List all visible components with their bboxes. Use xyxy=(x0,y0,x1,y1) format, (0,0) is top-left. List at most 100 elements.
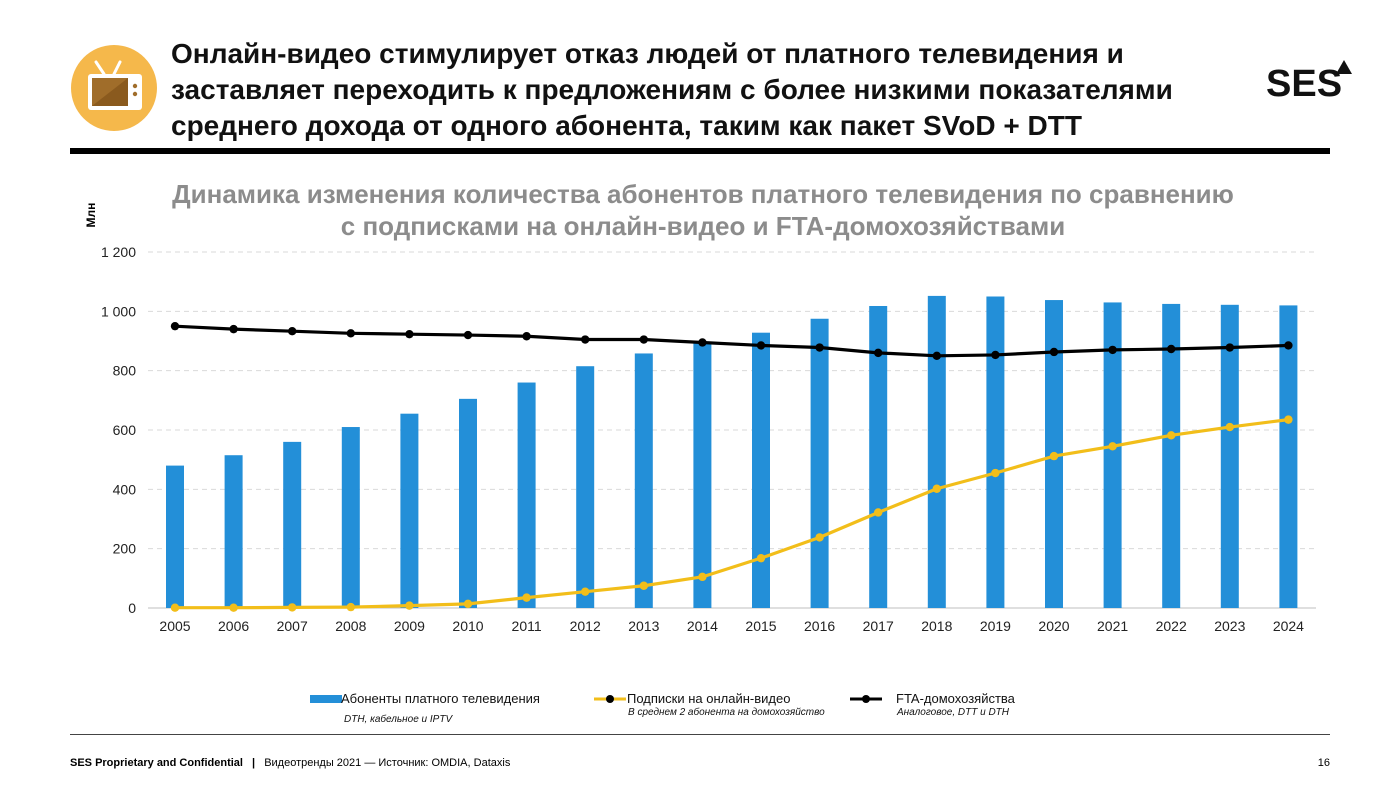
online-video-point xyxy=(463,599,473,609)
footer: SES Proprietary and Confidential | Видео… xyxy=(70,757,510,769)
fta-point xyxy=(991,350,1000,360)
x-tick-label: 2011 xyxy=(512,618,542,634)
bar xyxy=(341,427,360,608)
bar xyxy=(1162,303,1181,608)
footer-divider xyxy=(70,734,1330,735)
y-tick-label: 1 200 xyxy=(101,244,136,260)
bar xyxy=(752,332,770,608)
page-title-line-3: среднего дохода от одного абонента, таки… xyxy=(171,110,1082,141)
x-tick-label: 2005 xyxy=(159,618,190,634)
fta-point xyxy=(1284,341,1293,350)
x-tick-label: 2017 xyxy=(863,618,894,634)
fta-point xyxy=(874,348,883,358)
page-number: 16 xyxy=(1317,757,1330,769)
y-tick-label: 1 000 xyxy=(101,303,136,319)
online-video-point xyxy=(815,533,824,542)
bar xyxy=(224,455,243,608)
x-tick-label: 2020 xyxy=(1038,618,1069,634)
tv-icon xyxy=(71,45,157,131)
online-video-point xyxy=(229,603,238,612)
legend-line-swatch-yellow xyxy=(594,695,626,703)
bar xyxy=(166,465,184,608)
legend-label-pay-tv: Абоненты платного телевидения xyxy=(341,691,540,706)
fta-point xyxy=(405,329,414,339)
bar xyxy=(927,295,946,608)
bar xyxy=(1220,304,1239,608)
online-video-point xyxy=(991,468,1000,478)
bar xyxy=(283,441,302,608)
online-video-point xyxy=(1049,451,1059,461)
bar xyxy=(869,305,888,608)
fta-point xyxy=(1108,345,1117,355)
online-video-point xyxy=(639,581,648,590)
lines-layer xyxy=(170,321,1293,612)
fta-point xyxy=(1167,344,1176,354)
legend-note-online-video: В среднем 2 абонента на домохозяйство xyxy=(628,707,825,718)
online-video-point xyxy=(1167,431,1176,440)
x-tick-label: 2006 xyxy=(218,618,249,634)
bar xyxy=(986,296,1005,608)
fta-point xyxy=(756,341,766,350)
online-video-point xyxy=(698,572,707,582)
x-tick-label: 2024 xyxy=(1273,618,1304,634)
bars-layer xyxy=(166,295,1298,608)
bar xyxy=(1103,302,1122,608)
y-axis-label: Млн xyxy=(84,203,98,228)
x-tick-label: 2013 xyxy=(628,618,659,634)
x-tick-label: 2018 xyxy=(921,618,952,634)
footer-separator: | xyxy=(252,757,256,769)
fta-point xyxy=(522,332,531,341)
online-video-point xyxy=(405,601,414,610)
online-video-point xyxy=(1284,415,1293,424)
header-divider xyxy=(70,148,1330,154)
fta-point xyxy=(581,335,590,344)
bar xyxy=(810,318,829,608)
ses-logo: SES xyxy=(1266,60,1352,100)
online-video-point xyxy=(1225,422,1235,432)
legend-label-online-video: Подписки на онлайн-видео xyxy=(627,691,791,706)
legend-line-swatch-black xyxy=(850,695,882,703)
x-tick-label: 2007 xyxy=(277,618,308,634)
fta-point xyxy=(229,324,238,334)
logo-triangle-icon xyxy=(1336,60,1352,74)
legend-note-pay-tv: DTH, кабельное и IPTV xyxy=(344,714,453,725)
fta-point xyxy=(639,335,648,344)
bar xyxy=(400,413,419,608)
y-tick-label: 200 xyxy=(113,541,137,557)
legend-bar-swatch xyxy=(310,695,342,703)
online-video-point xyxy=(170,603,180,612)
fta-point xyxy=(288,327,297,336)
logo-text: SES xyxy=(1266,63,1342,100)
x-tick-label: 2014 xyxy=(687,618,718,634)
x-tick-label: 2021 xyxy=(1097,618,1128,634)
tick-labels-layer: 0 200 400 600 800 1 000 1 200 2005 2006 2007 2008 2… xyxy=(101,244,1304,634)
x-tick-label: 2015 xyxy=(745,618,776,634)
online-video-point xyxy=(581,587,590,596)
fta-point xyxy=(170,321,180,331)
bar xyxy=(459,398,477,608)
page-title-line-2: заставляет переходить к предложениям с б… xyxy=(171,74,1173,105)
online-video-point xyxy=(1108,442,1117,451)
x-tick-label: 2008 xyxy=(335,618,366,634)
fta-point xyxy=(1049,347,1059,357)
legend: Абоненты платного телевидения DTH, кабел… xyxy=(0,690,1400,730)
fta-point xyxy=(463,330,473,340)
x-tick-label: 2023 xyxy=(1214,618,1245,634)
fta-point xyxy=(698,338,707,347)
chart-title-line-1: Динамика изменения количества абонентов … xyxy=(172,179,1234,209)
online-video-point xyxy=(288,603,297,612)
fta-point xyxy=(1225,343,1235,352)
y-tick-label: 800 xyxy=(113,363,137,379)
bar xyxy=(517,382,536,608)
y-tick-label: 600 xyxy=(113,422,137,438)
bar xyxy=(634,353,653,608)
page-title-line-1: Онлайн-видео стимулирует отказ людей от … xyxy=(171,38,1124,69)
page-title: Онлайн-видео стимулирует отказ людей от … xyxy=(171,36,1251,144)
x-tick-label: 2009 xyxy=(394,618,425,634)
online-video-point xyxy=(932,484,941,493)
online-video-point xyxy=(522,593,531,602)
fta-point xyxy=(815,343,824,352)
fta-line xyxy=(174,324,1289,358)
x-tick-label: 2019 xyxy=(980,618,1011,634)
